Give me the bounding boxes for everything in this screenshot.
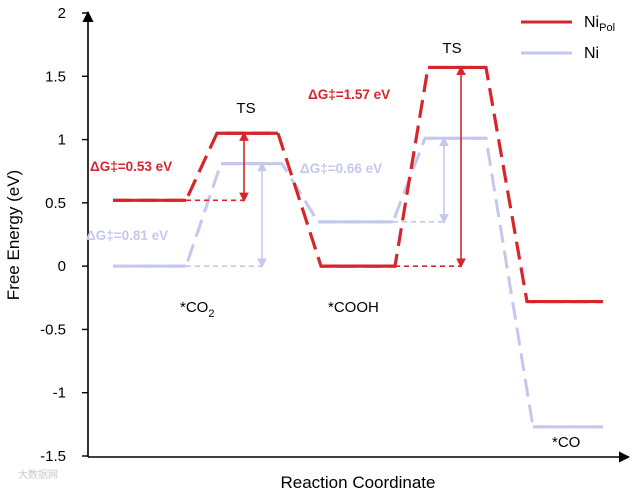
- y-tick-label: 0.5: [45, 195, 66, 212]
- y-tick-label: 2: [58, 5, 66, 22]
- barrier-label-nipol-2: ΔG‡=1.57 eV: [308, 87, 390, 102]
- legend: NiPol Ni: [521, 14, 615, 62]
- plot-area: [113, 65, 603, 429]
- y-ticks: 2 1.5 1 0.5 0 -0.5 -1 -1.5: [40, 5, 88, 465]
- ts-label-2: TS: [442, 40, 461, 57]
- y-tick-label: 0: [58, 258, 66, 275]
- y-tick-label: 1.5: [45, 68, 66, 85]
- y-axis-title: Free Energy (eV): [4, 170, 23, 300]
- x-axis-title: Reaction Coordinate: [281, 473, 436, 491]
- barrier-label-nipol-1: ΔG‡=0.53 eV: [90, 159, 172, 174]
- legend-label-ni: Ni: [584, 45, 599, 62]
- state-label-cooh: *COOH: [328, 299, 379, 316]
- barrier-label-ni-1: ΔG‡=0.81 eV: [86, 228, 168, 243]
- state-label-co: *CO: [552, 434, 580, 451]
- state-label-co2: *CO2: [180, 299, 214, 320]
- y-tick-label: -0.5: [40, 321, 66, 338]
- series-ni-profile: [113, 136, 603, 429]
- series-nipol-profile: [113, 65, 603, 304]
- legend-label-nipol: NiPol: [584, 14, 615, 34]
- y-tick-label: -1.5: [40, 448, 66, 465]
- y-tick-label: -1: [53, 385, 66, 402]
- watermark-text: 大数据网: [18, 468, 58, 481]
- barrier-label-ni-2: ΔG‡=0.66 eV: [300, 161, 382, 176]
- ts-label-1: TS: [236, 100, 255, 117]
- y-tick-label: 1: [58, 132, 66, 149]
